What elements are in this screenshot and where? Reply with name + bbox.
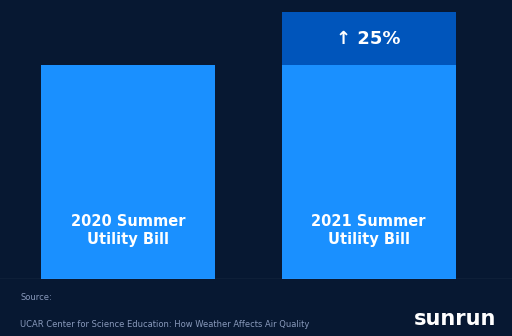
Bar	[282, 66, 456, 279]
Text: UCAR Center for Science Education: How Weather Affects Air Quality: UCAR Center for Science Education: How W…	[20, 320, 310, 329]
Text: Source:: Source:	[20, 293, 52, 302]
Text: 2021 Summer
Utility Bill: 2021 Summer Utility Bill	[311, 214, 426, 247]
Text: 2020 Summer
Utility Bill: 2020 Summer Utility Bill	[71, 214, 185, 247]
Bar	[282, 12, 456, 66]
Bar	[41, 66, 215, 279]
Text: sunrun: sunrun	[414, 309, 497, 329]
Text: ↑ 25%: ↑ 25%	[336, 30, 401, 48]
